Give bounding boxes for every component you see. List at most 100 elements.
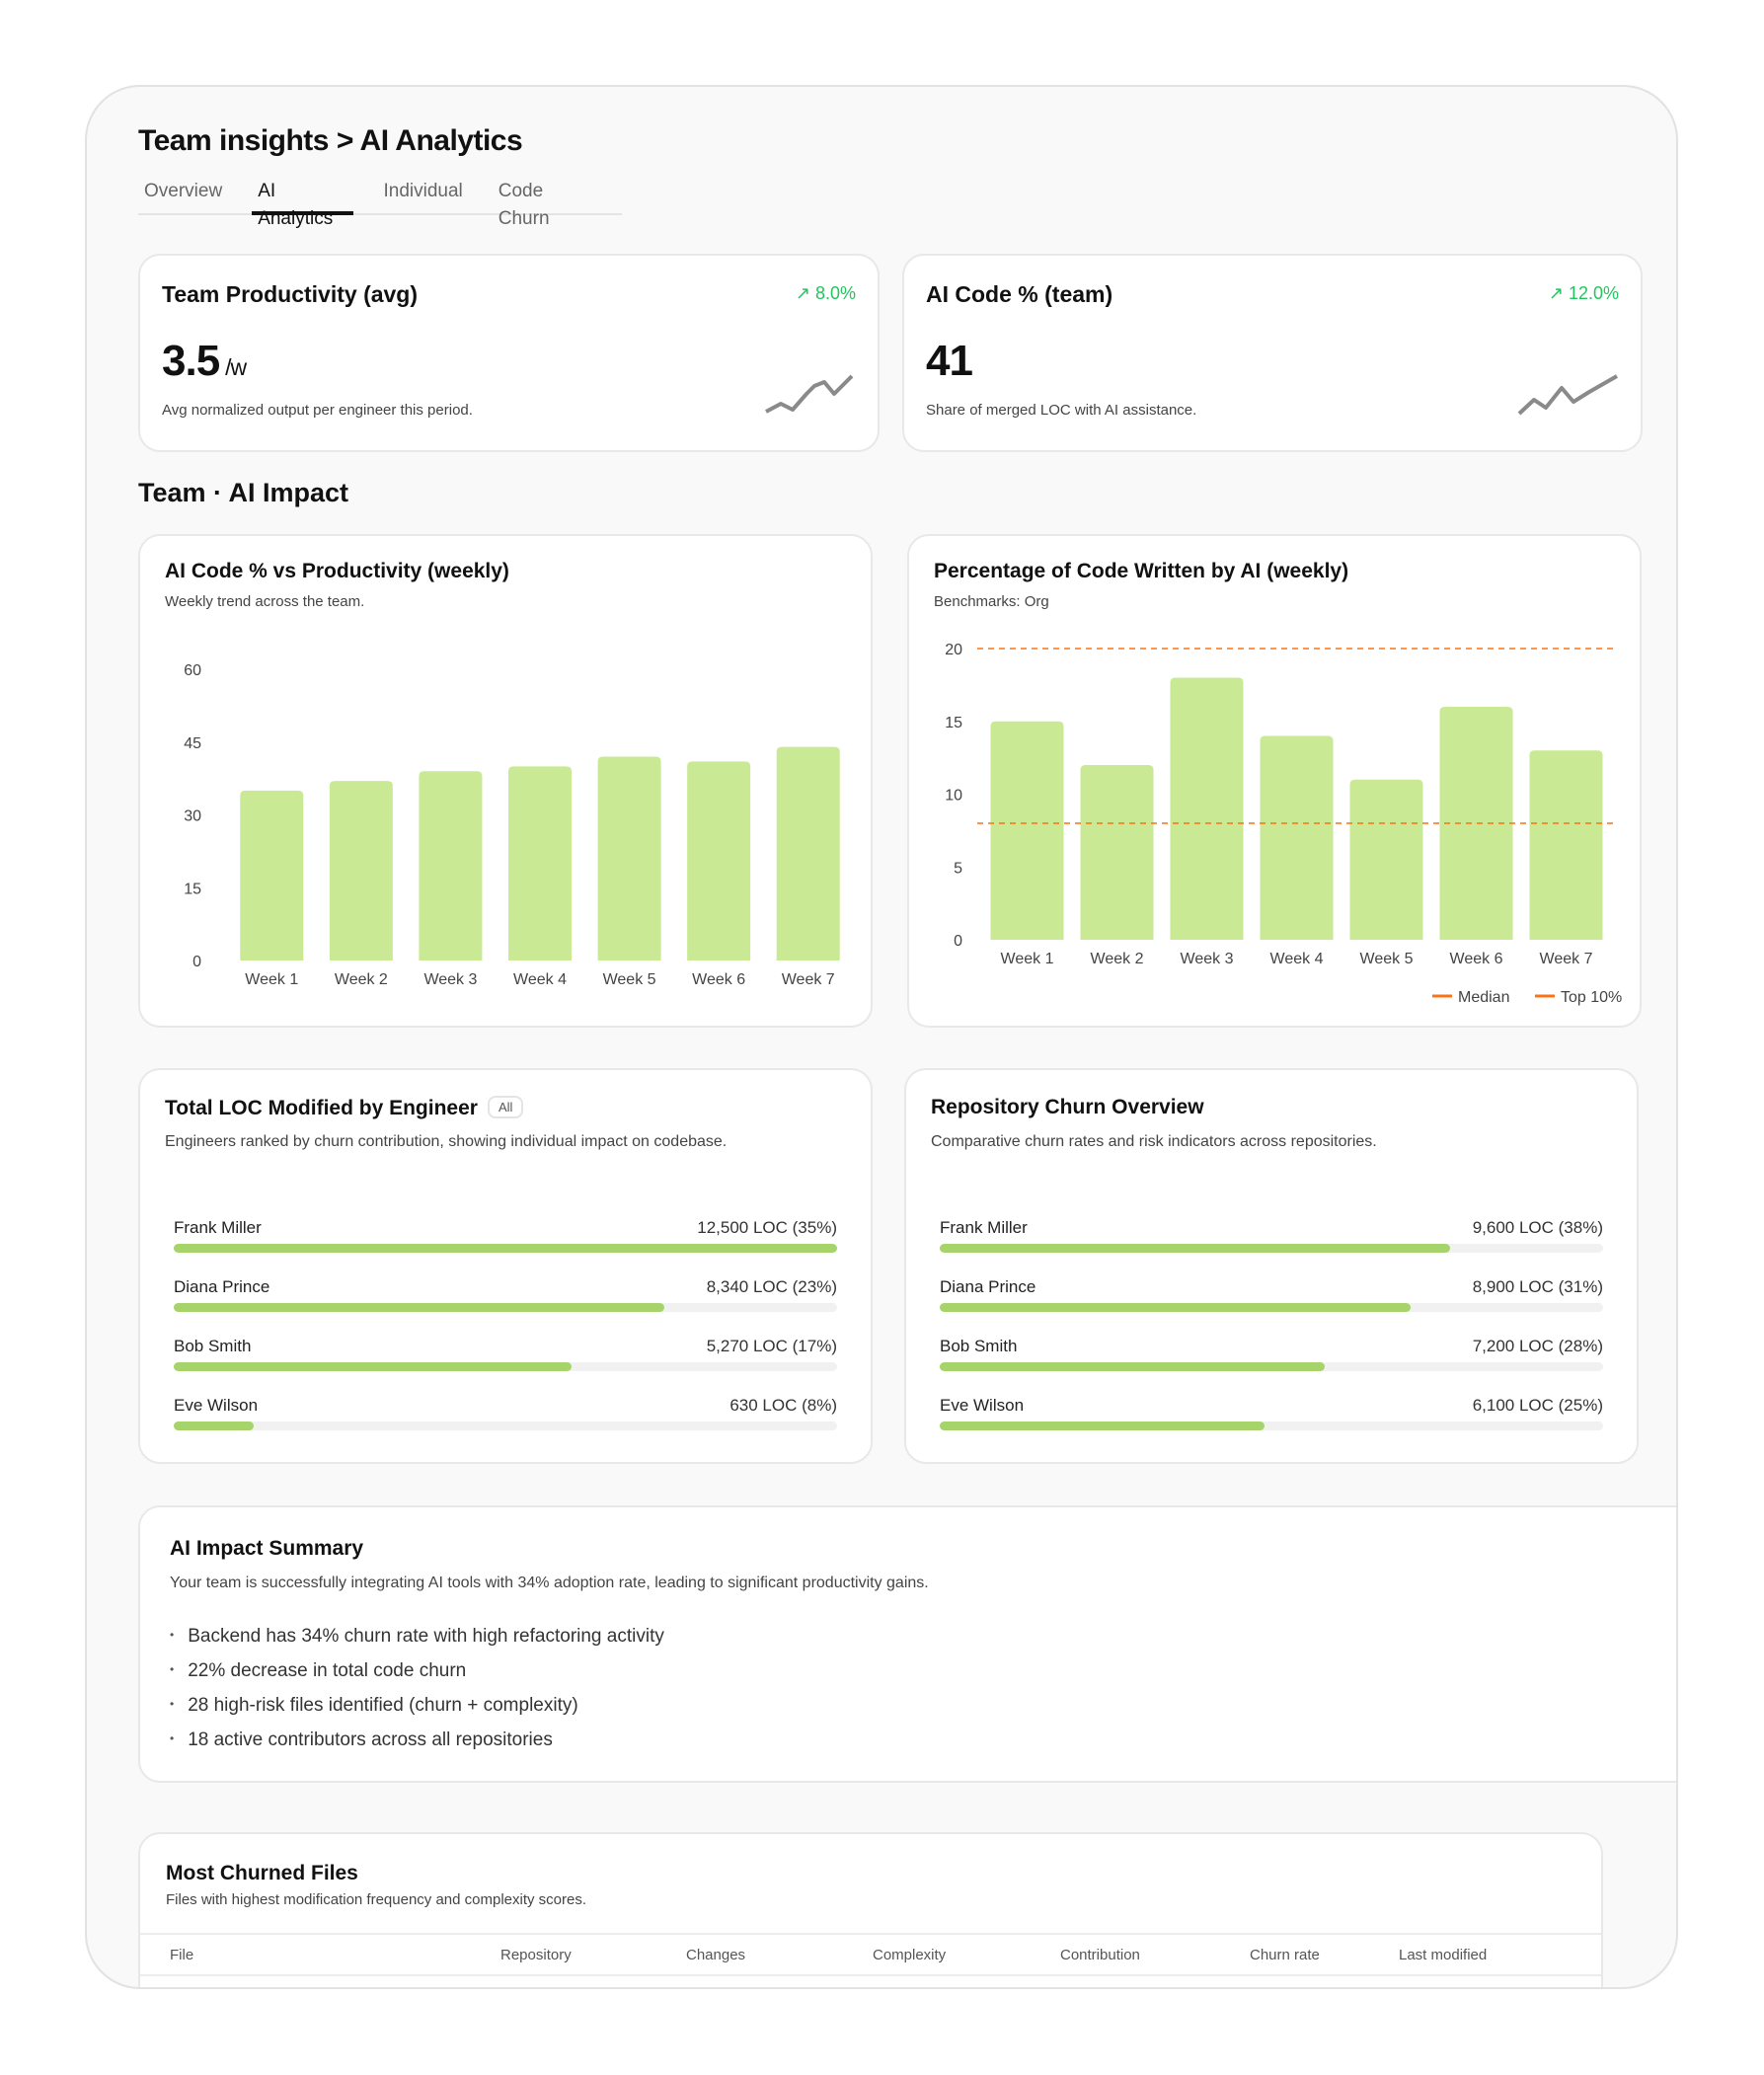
kpi-description: Share of merged LOC with AI assistance. [926, 402, 1197, 419]
trend-value: 8.0% [814, 283, 856, 303]
value: 3.5 [162, 337, 220, 385]
list-item: Bob Smith 7,200 LOC (28%) [940, 1337, 1603, 1386]
tab-overview[interactable]: Overview [144, 181, 223, 201]
tab-code-churn[interactable]: Code Churn [498, 181, 550, 229]
row-value: 7,200 LOC (28%) [1472, 1337, 1603, 1355]
progress-fill [174, 1303, 665, 1312]
tab-bar: Overview AI Analytics Individual Code Churn [138, 178, 622, 229]
y-tick-label: 60 [184, 662, 201, 679]
row-name: Frank Miller [940, 1218, 1028, 1237]
bar-chart: 0 5 10 15 20 Week 1 Week 2 Week 3 Week 4 Week 5 We… [945, 642, 1622, 1006]
page-title: Team insights > AI Analytics [138, 124, 523, 157]
sparkline [1517, 374, 1618, 416]
section-title: Team · AI Impact [138, 478, 349, 507]
bar [1080, 765, 1154, 940]
progress-track [174, 1303, 837, 1312]
ai-impact-summary-card: AI Impact Summary Your team is successfu… [138, 1505, 1676, 1783]
chart-title: Percentage of Code Written by AI (weekly… [934, 560, 1349, 582]
row-name: Eve Wilson [940, 1396, 1025, 1415]
y-tick-label: 15 [184, 881, 201, 897]
most-churned-files-card: Most Churned Files Files with highest mo… [138, 1832, 1603, 1987]
bar [1529, 750, 1603, 940]
progress-track [940, 1422, 1603, 1430]
table-subtitle: Files with highest modification frequenc… [166, 1891, 587, 1908]
row-name: Diana Prince [174, 1277, 270, 1296]
bar [240, 790, 304, 961]
list-item: Bob Smith 5,270 LOC (17%) [174, 1337, 837, 1386]
bar [329, 781, 393, 961]
x-tick-label: Week 6 [1450, 951, 1503, 967]
bullet-item: Backend has 34% churn rate with high ref… [170, 1620, 664, 1654]
column-header[interactable]: File [170, 1947, 194, 1963]
x-tick-label: Week 1 [1001, 951, 1054, 967]
progress-track [940, 1244, 1603, 1253]
tab-individual[interactable]: Individual [383, 181, 463, 201]
legend-label: Top 10% [1561, 989, 1622, 1006]
sparkline [765, 374, 854, 414]
progress-track [174, 1422, 837, 1430]
bullet-item: 28 high-risk files identified (churn + c… [170, 1689, 664, 1724]
chart-card-ai-vs-productivity: AI Code % vs Productivity (weekly) Weekl… [138, 534, 873, 1028]
table-header: File Repository Changes Complexity Contribut… [140, 1933, 1601, 1976]
x-tick-label: Week 4 [513, 971, 567, 988]
kpi-card-ai-code: AI Code % (team) ↗ 12.0% 41 Share of mer… [902, 254, 1643, 452]
row-name: Frank Miller [174, 1218, 262, 1237]
progress-fill [940, 1303, 1412, 1312]
bar [990, 721, 1064, 940]
title-text: Total LOC Modified by Engineer [165, 1097, 478, 1119]
progress-fill [940, 1244, 1451, 1253]
list-item: Eve Wilson 630 LOC (8%) [174, 1396, 837, 1445]
column-header[interactable]: Last modified [1399, 1947, 1488, 1963]
x-tick-label: Week 7 [782, 971, 835, 988]
kpi-description: Avg normalized output per engineer this … [162, 402, 473, 419]
column-header[interactable]: Repository [500, 1947, 572, 1963]
list-item: Eve Wilson 6,100 LOC (25%) [940, 1396, 1603, 1445]
x-tick-label: Week 1 [245, 971, 298, 988]
loc-by-engineer-card: Total LOC Modified by Engineer All Engine… [138, 1068, 873, 1464]
chart-subtitle: Benchmarks: Org [934, 593, 1049, 610]
y-tick-label: 15 [945, 715, 962, 731]
column-header[interactable]: Changes [686, 1947, 746, 1963]
column-header[interactable]: Churn rate [1250, 1947, 1320, 1963]
y-tick-label: 5 [954, 860, 962, 877]
x-tick-label: Week 2 [335, 971, 388, 988]
list-item: Frank Miller 9,600 LOC (38%) [940, 1218, 1603, 1268]
list-item: Frank Miller 12,500 LOC (35%) [174, 1218, 837, 1268]
row-value: 9,600 LOC (38%) [1472, 1218, 1603, 1237]
repo-churn-card: Repository Churn Overview Comparative ch… [904, 1068, 1639, 1464]
kpi-value: 3.5/w [162, 337, 247, 386]
column-header[interactable]: Complexity [873, 1947, 947, 1963]
bullet-item: 18 active contributors across all reposi… [170, 1724, 664, 1758]
x-tick-label: Week 6 [692, 971, 745, 988]
bar [1349, 779, 1423, 940]
x-tick-label: Week 3 [423, 971, 477, 988]
row-name: Diana Prince [940, 1277, 1036, 1296]
filter-badge[interactable]: All [487, 1096, 524, 1118]
tab-ai-analytics[interactable]: AI Analytics [252, 178, 354, 229]
bar [776, 746, 840, 961]
summary-title: AI Impact Summary [170, 1537, 364, 1560]
bullet-item: 22% decrease in total code churn [170, 1654, 664, 1689]
legend-label: Median [1458, 989, 1509, 1006]
progress-track [940, 1362, 1603, 1371]
progress-track [940, 1303, 1603, 1312]
table-title: Most Churned Files [166, 1862, 358, 1884]
progress-fill [174, 1422, 254, 1430]
card-subtitle: Comparative churn rates and risk indicat… [931, 1133, 1377, 1150]
list-item: Diana Prince 8,900 LOC (31%) [940, 1277, 1603, 1327]
column-header[interactable]: Contribution [1060, 1947, 1140, 1963]
progress-fill [174, 1244, 837, 1253]
summary-bullets: Backend has 34% churn rate with high ref… [170, 1620, 664, 1758]
bar [597, 756, 661, 961]
kpi-title: Team Productivity (avg) [162, 281, 419, 307]
y-tick-label: 30 [184, 808, 201, 825]
y-tick-label: 10 [945, 788, 962, 805]
trending-up-icon: ↗ [1548, 283, 1564, 303]
chart-subtitle: Weekly trend across the team. [165, 593, 365, 610]
summary-text: Your team is successfully integrating AI… [170, 1575, 929, 1591]
chart-card-ai-code-pct: Percentage of Code Written by AI (weekly… [907, 534, 1642, 1028]
row-name: Bob Smith [174, 1337, 252, 1355]
app-frame: Team insights > AI Analytics Overview AI … [85, 85, 1678, 1989]
y-tick-label: 45 [184, 735, 201, 752]
list-item: Diana Prince 8,340 LOC (23%) [174, 1277, 837, 1327]
